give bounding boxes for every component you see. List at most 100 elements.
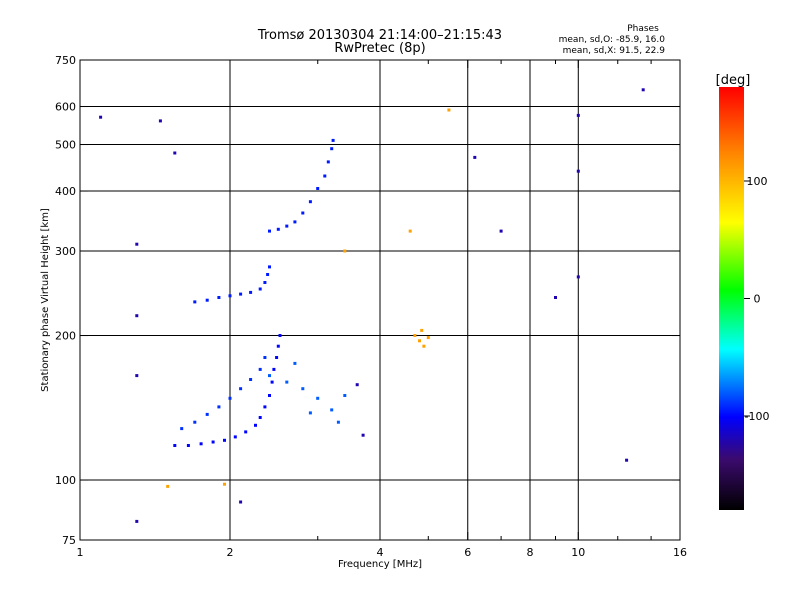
data-point bbox=[268, 394, 271, 397]
x-tick-label: 6 bbox=[464, 546, 471, 559]
y-tick-label: 500 bbox=[55, 139, 76, 152]
colorbar-tick-label: -100 bbox=[745, 410, 770, 423]
data-point bbox=[258, 416, 262, 419]
data-point bbox=[186, 444, 190, 447]
data-point bbox=[254, 423, 257, 427]
data-point bbox=[239, 500, 243, 504]
data-point bbox=[239, 292, 243, 296]
colorbar-tick-label: 100 bbox=[747, 175, 768, 188]
data-point bbox=[276, 344, 280, 348]
data-point bbox=[180, 427, 184, 431]
phase-x-stats: mean, sd,X: 91.5, 22.9 bbox=[563, 46, 666, 56]
data-point bbox=[576, 113, 580, 117]
data-point bbox=[301, 211, 305, 215]
data-point bbox=[135, 374, 139, 378]
x-tick-label: 8 bbox=[527, 546, 534, 559]
data-point bbox=[285, 380, 289, 384]
chart-title: Tromsø 20130304 21:14:00–21:15:43 bbox=[257, 28, 502, 43]
data-point bbox=[228, 396, 232, 400]
data-point bbox=[99, 115, 103, 119]
x-tick-label: 10 bbox=[571, 546, 585, 559]
data-point bbox=[258, 367, 262, 371]
data-point bbox=[173, 444, 177, 447]
data-point bbox=[308, 200, 312, 204]
data-point bbox=[135, 519, 139, 523]
data-point bbox=[205, 412, 209, 416]
data-point bbox=[258, 287, 262, 291]
data-point bbox=[249, 290, 253, 294]
data-point bbox=[408, 229, 412, 233]
x-tick-label: 1 bbox=[77, 546, 84, 559]
data-point bbox=[447, 108, 451, 112]
data-point bbox=[473, 155, 477, 159]
data-point bbox=[330, 147, 334, 151]
data-point bbox=[422, 344, 426, 348]
data-point bbox=[276, 227, 280, 231]
y-tick-label: 200 bbox=[55, 330, 76, 343]
data-point bbox=[193, 420, 197, 424]
data-point bbox=[278, 334, 282, 337]
data-point bbox=[263, 281, 267, 284]
phase-o-stats: mean, sd,O: -85.9, 16.0 bbox=[559, 35, 666, 45]
colorbar bbox=[719, 87, 744, 510]
data-point bbox=[272, 367, 276, 371]
data-point bbox=[499, 229, 503, 233]
colorbar-tick-label: 0 bbox=[754, 293, 761, 306]
data-point bbox=[361, 433, 365, 437]
data-point bbox=[316, 187, 320, 190]
data-point bbox=[293, 361, 297, 365]
x-axis-label: Frequency [MHz] bbox=[338, 559, 422, 570]
phases-heading: Phases bbox=[627, 24, 659, 34]
data-point bbox=[135, 314, 139, 318]
chart-subtitle: RwPretec (8p) bbox=[334, 41, 425, 56]
data-point bbox=[355, 383, 359, 387]
data-point bbox=[343, 394, 347, 397]
colorbar-ticks: 100 0 -100 bbox=[744, 175, 769, 423]
y-tick-label: 750 bbox=[55, 54, 76, 67]
colorbar-label: [deg] bbox=[716, 73, 751, 88]
data-point bbox=[193, 300, 197, 304]
y-tick-label: 300 bbox=[55, 245, 76, 258]
data-point bbox=[217, 296, 221, 299]
data-point bbox=[293, 220, 297, 224]
data-point bbox=[158, 119, 162, 123]
data-point bbox=[223, 482, 226, 486]
x-tick-label: 4 bbox=[377, 546, 384, 559]
y-tick-label: 600 bbox=[55, 101, 76, 114]
data-point bbox=[211, 440, 215, 444]
data-point bbox=[326, 160, 330, 164]
data-point bbox=[239, 387, 243, 391]
data-point bbox=[418, 339, 421, 343]
y-axis-ticks: 75 100 200 300 400 500 600 750 bbox=[55, 54, 680, 547]
data-point bbox=[625, 458, 629, 462]
data-point bbox=[268, 265, 271, 269]
data-point bbox=[228, 294, 232, 298]
data-point bbox=[249, 378, 253, 381]
x-tick-label: 2 bbox=[227, 546, 234, 559]
data-point bbox=[413, 334, 417, 337]
data-point bbox=[263, 405, 267, 409]
data-point bbox=[336, 420, 340, 424]
data-point bbox=[316, 396, 320, 400]
y-tick-label: 100 bbox=[55, 474, 76, 487]
grid-lines bbox=[80, 60, 680, 540]
data-point bbox=[301, 387, 305, 391]
data-point bbox=[323, 174, 327, 178]
data-point bbox=[199, 442, 203, 446]
data-point bbox=[576, 275, 580, 279]
data-point bbox=[263, 356, 267, 359]
data-point bbox=[270, 380, 274, 384]
data-points bbox=[99, 88, 645, 523]
data-point bbox=[576, 169, 580, 173]
data-point bbox=[275, 356, 279, 359]
x-axis-ticks: 1 2 4 6 8 10 16 bbox=[77, 60, 687, 559]
data-point bbox=[331, 138, 335, 142]
data-point bbox=[308, 411, 312, 415]
data-point bbox=[268, 229, 271, 233]
data-point bbox=[426, 336, 430, 340]
x-tick-label: 16 bbox=[673, 546, 687, 559]
data-point bbox=[173, 151, 177, 155]
data-point bbox=[135, 242, 139, 246]
data-point bbox=[420, 328, 424, 332]
